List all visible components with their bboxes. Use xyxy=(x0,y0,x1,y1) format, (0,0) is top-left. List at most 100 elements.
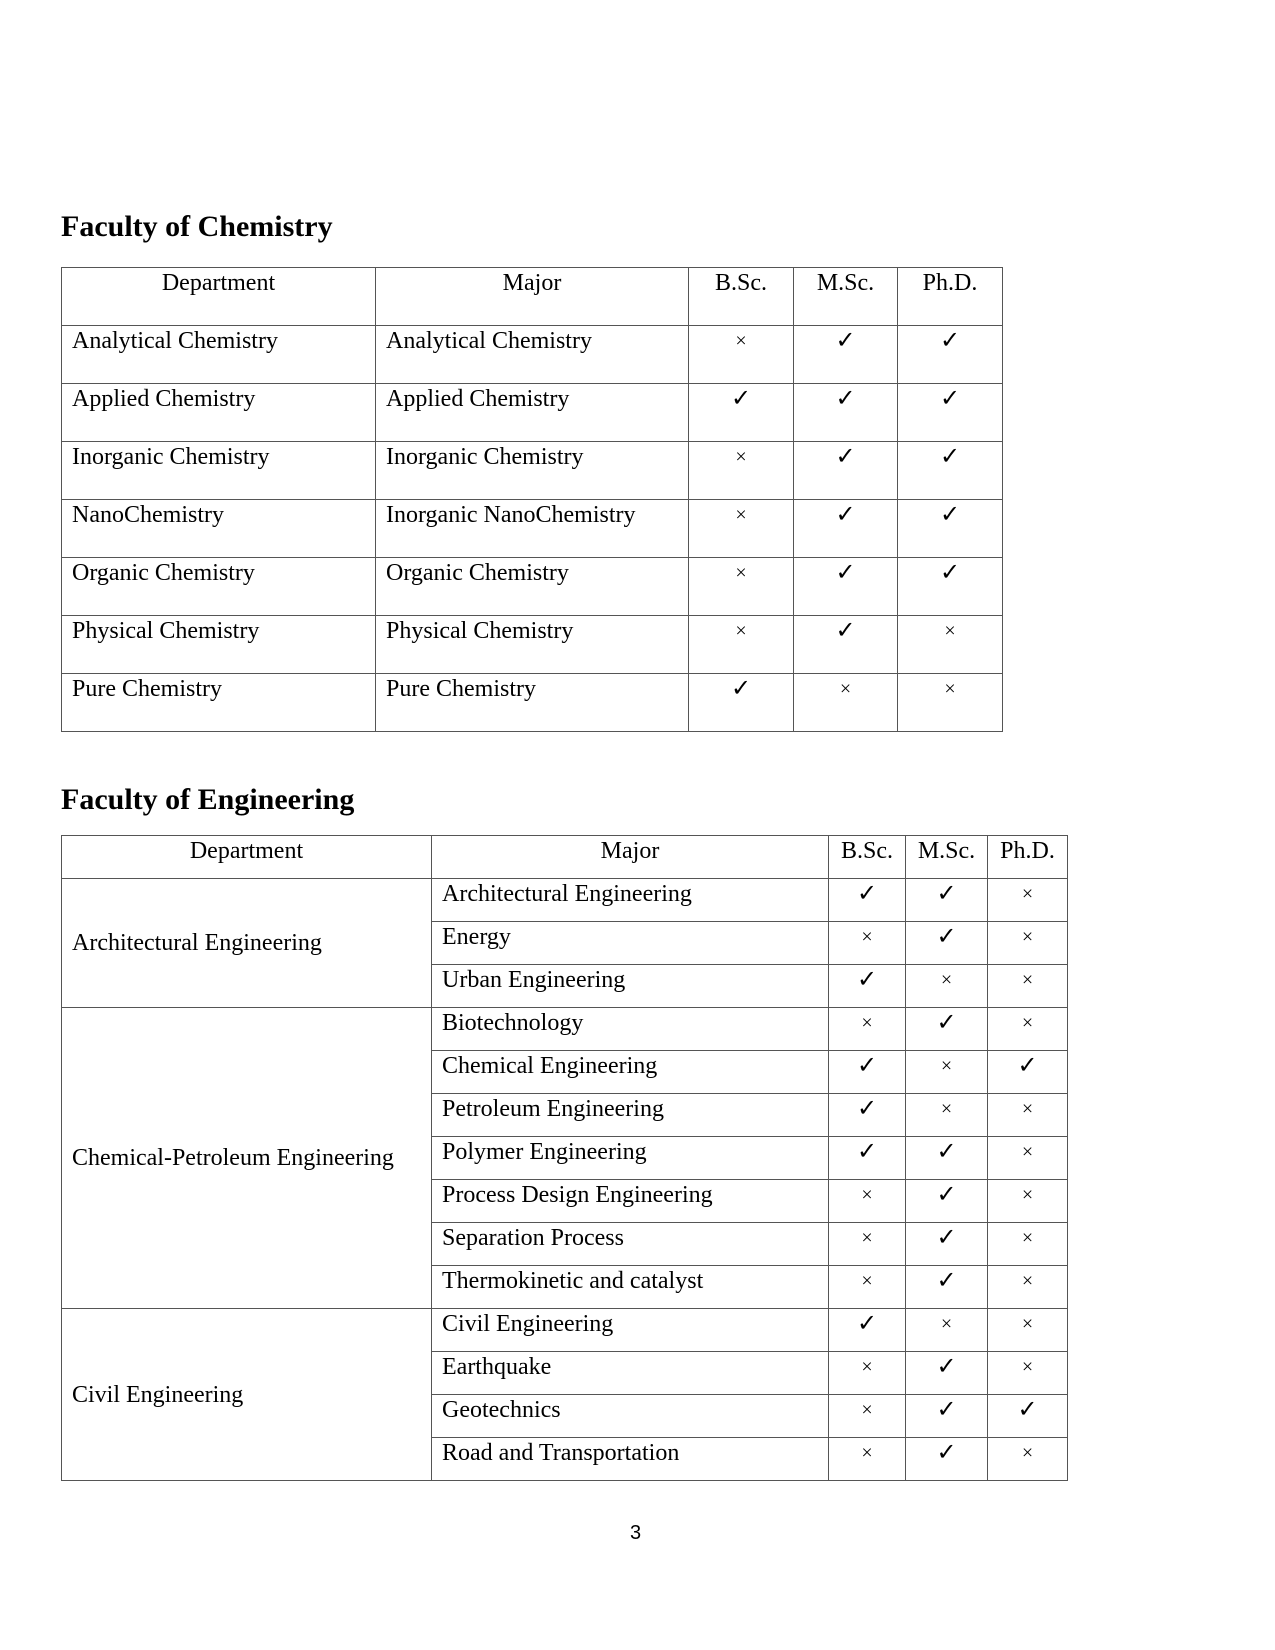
cross-icon: × xyxy=(987,1265,1068,1309)
check-icon: ✓ xyxy=(828,1308,906,1352)
column-header: Major xyxy=(375,267,689,326)
table-row: Analytical Chemistry Analytical Chemistry… xyxy=(61,325,1003,384)
cross-icon: × xyxy=(905,1050,988,1094)
cross-icon: × xyxy=(987,1007,1068,1051)
major-cell: Physical Chemistry xyxy=(375,615,689,674)
major-cell: Separation Process xyxy=(431,1222,829,1266)
cross-icon: × xyxy=(828,1351,906,1395)
check-icon: ✓ xyxy=(897,383,1003,442)
table-row: Chemical-Petroleum Engineering Biotechnol… xyxy=(61,1007,1068,1309)
check-icon: ✓ xyxy=(828,1136,906,1180)
department-cell: Architectural Engineering xyxy=(61,878,432,1008)
department-cell: Civil Engineering xyxy=(61,1308,432,1481)
major-cell: Thermokinetic and catalyst xyxy=(431,1265,829,1309)
cross-icon: × xyxy=(828,1179,906,1223)
column-header: Ph.D. xyxy=(987,835,1068,879)
cross-icon: × xyxy=(688,325,794,384)
cross-icon: × xyxy=(688,615,794,674)
chemistry-table: Department Major B.Sc. M.Sc. Ph.D. Analytica… xyxy=(61,267,1003,732)
department-cell: Pure Chemistry xyxy=(61,673,376,732)
check-icon: ✓ xyxy=(688,383,794,442)
check-icon: ✓ xyxy=(828,1050,906,1094)
page-number: 3 xyxy=(630,1522,642,1544)
major-cell: Organic Chemistry xyxy=(375,557,689,616)
cross-icon: × xyxy=(828,1437,906,1481)
check-icon: ✓ xyxy=(793,325,898,384)
chemistry-title: Faculty of Chemistry xyxy=(61,210,333,243)
check-icon: ✓ xyxy=(987,1050,1068,1094)
cross-icon: × xyxy=(897,615,1003,674)
table-row: Road and Transportation × ✓ × xyxy=(62,1437,1068,1481)
table-row: Urban Engineering ✓ × × xyxy=(62,964,1068,1008)
table-row: Polymer Engineering ✓ ✓ × xyxy=(62,1136,1068,1180)
cross-icon: × xyxy=(905,1093,988,1137)
cross-icon: × xyxy=(987,1437,1068,1481)
cross-icon: × xyxy=(905,1308,988,1352)
major-cell: Civil Engineering xyxy=(431,1308,829,1352)
department-cell: Applied Chemistry xyxy=(61,383,376,442)
major-cell: Biotechnology xyxy=(431,1007,829,1051)
column-header: Department xyxy=(61,835,432,879)
major-cell: Analytical Chemistry xyxy=(375,325,689,384)
table-row: Separation Process × ✓ × xyxy=(62,1222,1068,1266)
check-icon: ✓ xyxy=(828,1093,906,1137)
major-cell: Polymer Engineering xyxy=(431,1136,829,1180)
cross-icon: × xyxy=(828,921,906,965)
check-icon: ✓ xyxy=(905,1265,988,1309)
check-icon: ✓ xyxy=(793,383,898,442)
cross-icon: × xyxy=(828,1222,906,1266)
cross-icon: × xyxy=(828,1007,906,1051)
department-cell: NanoChemistry xyxy=(61,499,376,558)
column-header: B.Sc. xyxy=(828,835,906,879)
major-cell: Chemical Engineering xyxy=(431,1050,829,1094)
column-header: B.Sc. xyxy=(688,267,794,326)
check-icon: ✓ xyxy=(905,878,988,922)
department-cell: Analytical Chemistry xyxy=(61,325,376,384)
table-row: Organic Chemistry Organic Chemistry × ✓ ✓ xyxy=(61,557,1003,616)
check-icon: ✓ xyxy=(905,921,988,965)
major-cell: Inorganic Chemistry xyxy=(375,441,689,500)
check-icon: ✓ xyxy=(897,499,1003,558)
cross-icon: × xyxy=(828,1265,906,1309)
table-row: Pure Chemistry Pure Chemistry ✓ × × xyxy=(61,673,1003,732)
check-icon: ✓ xyxy=(793,557,898,616)
check-icon: ✓ xyxy=(793,615,898,674)
cross-icon: × xyxy=(688,557,794,616)
check-icon: ✓ xyxy=(905,1394,988,1438)
check-icon: ✓ xyxy=(905,1351,988,1395)
major-cell: Urban Engineering xyxy=(431,964,829,1008)
column-header: M.Sc. xyxy=(905,835,988,879)
engineering-table: Department Major B.Sc. M.Sc. Ph.D. Architect… xyxy=(61,835,1068,1481)
major-cell: Road and Transportation xyxy=(431,1437,829,1481)
cross-icon: × xyxy=(987,878,1068,922)
table-row: Chemical Engineering ✓ × ✓ xyxy=(62,1050,1068,1094)
major-cell: Inorganic NanoChemistry xyxy=(375,499,689,558)
cross-icon: × xyxy=(987,1351,1068,1395)
check-icon: ✓ xyxy=(793,441,898,500)
table-row: NanoChemistry Inorganic NanoChemistry × ✓ ✓ xyxy=(61,499,1003,558)
cross-icon: × xyxy=(987,964,1068,1008)
check-icon: ✓ xyxy=(793,499,898,558)
table-row: Architectural Engineering Architectural E… xyxy=(61,878,1068,1008)
table-row: Thermokinetic and catalyst × ✓ × xyxy=(62,1265,1068,1309)
major-cell: Applied Chemistry xyxy=(375,383,689,442)
table-row: Earthquake × ✓ × xyxy=(62,1351,1068,1395)
check-icon: ✓ xyxy=(897,325,1003,384)
cross-icon: × xyxy=(987,1222,1068,1266)
check-icon: ✓ xyxy=(688,673,794,732)
department-cell: Chemical-Petroleum Engineering xyxy=(61,1007,432,1309)
cross-icon: × xyxy=(987,921,1068,965)
cross-icon: × xyxy=(905,964,988,1008)
department-cell: Physical Chemistry xyxy=(61,615,376,674)
cross-icon: × xyxy=(987,1308,1068,1352)
column-header: Department xyxy=(61,267,376,326)
cross-icon: × xyxy=(897,673,1003,732)
major-cell: Architectural Engineering xyxy=(431,878,829,922)
cross-icon: × xyxy=(987,1179,1068,1223)
check-icon: ✓ xyxy=(987,1394,1068,1438)
major-cell: Process Design Engineering xyxy=(431,1179,829,1223)
check-icon: ✓ xyxy=(897,441,1003,500)
column-header: M.Sc. xyxy=(793,267,898,326)
table-row: Civil Engineering Civil Engineering ✓ × × xyxy=(61,1308,1068,1481)
table-row: Energy × ✓ × xyxy=(62,921,1068,965)
